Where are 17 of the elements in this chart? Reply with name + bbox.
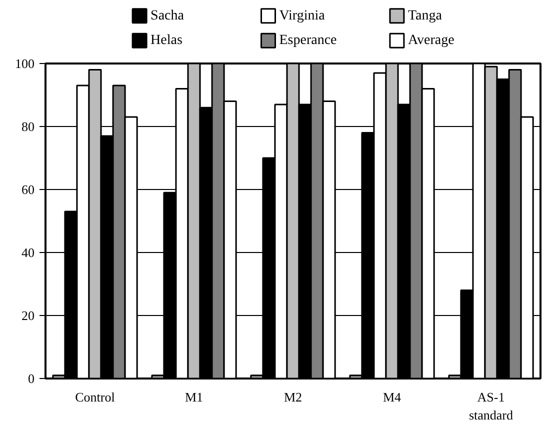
legend-label: Sacha: [150, 8, 185, 24]
x-tick-label: M2: [284, 390, 302, 404]
y-tick-label: 80: [22, 119, 34, 134]
y-tick-label: 60: [22, 182, 34, 197]
legend-label: Helas: [150, 33, 182, 48]
y-tick-label: 0: [28, 371, 34, 386]
legend-label: Average: [408, 33, 454, 48]
x-tick-label: Control: [75, 390, 116, 404]
legend-label: Esperance: [279, 33, 337, 48]
x-tick-label: M4: [382, 390, 402, 404]
y-tick-label: 100: [15, 56, 34, 71]
legend-label: Tanga: [408, 8, 443, 24]
legend-label: Virginia: [279, 8, 326, 24]
y-tick-label: 20: [22, 308, 34, 323]
x-tick-label: AS-1 standard: [468, 390, 514, 422]
y-tick-label: 40: [22, 245, 34, 260]
x-tick-label: M1: [184, 390, 204, 404]
